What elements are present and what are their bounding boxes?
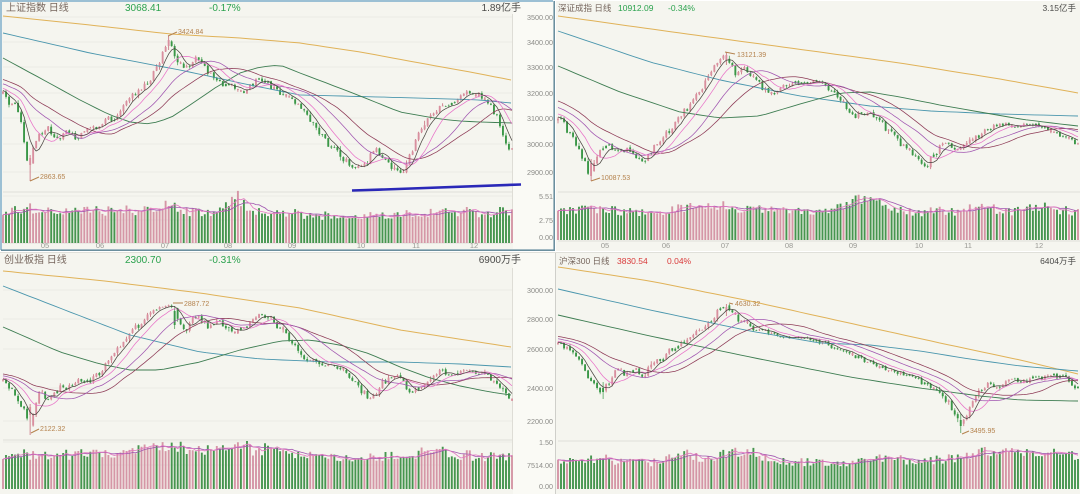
svg-text:2.75: 2.75 [539, 216, 553, 225]
svg-text:3000.00: 3000.00 [527, 140, 553, 149]
svg-text:-0.17%: -0.17% [209, 3, 241, 14]
svg-text:08: 08 [224, 241, 232, 250]
svg-text:6900万手: 6900万手 [479, 253, 521, 266]
svg-text:2863.65: 2863.65 [40, 174, 65, 181]
svg-text:5.51: 5.51 [539, 192, 553, 201]
svg-text:3495.95: 3495.95 [970, 428, 995, 435]
svg-text:11: 11 [964, 241, 972, 250]
svg-text:07: 07 [721, 241, 729, 250]
svg-text:2887.72: 2887.72 [184, 301, 209, 308]
svg-text:2800.00: 2800.00 [527, 315, 553, 324]
svg-text:09: 09 [288, 241, 296, 250]
svg-text:11: 11 [412, 241, 420, 250]
svg-text:7514.00: 7514.00 [527, 461, 553, 470]
svg-text:3400.00: 3400.00 [527, 38, 553, 47]
svg-text:09: 09 [849, 241, 857, 250]
svg-text:6404万手: 6404万手 [1040, 256, 1076, 266]
svg-text:3200.00: 3200.00 [527, 89, 553, 98]
svg-text:上证指数 日线: 上证指数 日线 [6, 1, 69, 14]
svg-text:10: 10 [357, 241, 365, 250]
svg-text:1.50: 1.50 [539, 438, 553, 447]
svg-text:3300.00: 3300.00 [527, 63, 553, 72]
svg-text:3.15亿手: 3.15亿手 [1042, 3, 1076, 13]
svg-text:3500.00: 3500.00 [527, 13, 553, 22]
svg-text:3424.84: 3424.84 [178, 29, 203, 36]
svg-text:3830.54: 3830.54 [617, 256, 648, 266]
svg-text:10: 10 [915, 241, 923, 250]
svg-text:12: 12 [1035, 241, 1043, 250]
svg-text:2300.70: 2300.70 [125, 255, 162, 266]
svg-text:05: 05 [41, 241, 49, 250]
svg-text:3000.00: 3000.00 [527, 286, 553, 295]
svg-text:深证成指 日线: 深证成指 日线 [558, 3, 612, 13]
svg-text:3068.41: 3068.41 [125, 3, 162, 14]
svg-text:2600.00: 2600.00 [527, 345, 553, 354]
svg-text:0.00: 0.00 [539, 233, 553, 242]
svg-text:2122.32: 2122.32 [40, 426, 65, 433]
svg-text:-0.31%: -0.31% [209, 255, 241, 266]
svg-text:2200.00: 2200.00 [527, 417, 553, 426]
svg-text:2900.00: 2900.00 [527, 168, 553, 177]
svg-text:13121.39: 13121.39 [737, 52, 766, 59]
svg-text:3100.00: 3100.00 [527, 114, 553, 123]
svg-text:-0.34%: -0.34% [668, 3, 695, 13]
svg-text:06: 06 [96, 241, 104, 250]
svg-text:10087.53: 10087.53 [601, 175, 630, 182]
svg-text:0.00: 0.00 [539, 482, 553, 491]
svg-text:4630.32: 4630.32 [735, 301, 760, 308]
svg-text:10912.09: 10912.09 [618, 3, 654, 13]
svg-text:创业板指 日线: 创业板指 日线 [4, 253, 67, 266]
svg-text:沪深300 日线: 沪深300 日线 [559, 256, 610, 266]
svg-text:08: 08 [785, 241, 793, 250]
svg-text:07: 07 [161, 241, 169, 250]
svg-text:0.04%: 0.04% [667, 256, 692, 266]
svg-text:1.89亿手: 1.89亿手 [482, 1, 521, 14]
svg-text:2400.00: 2400.00 [527, 384, 553, 393]
svg-text:05: 05 [601, 241, 609, 250]
svg-text:06: 06 [662, 241, 670, 250]
svg-text:12: 12 [470, 241, 478, 250]
